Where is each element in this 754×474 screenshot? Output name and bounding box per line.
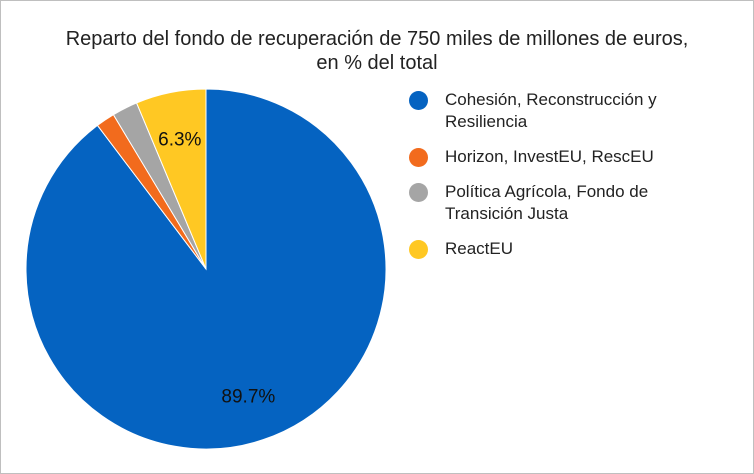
legend-label-3-line-0: ReactEU <box>445 239 514 258</box>
chart-legend: Cohesión, Reconstrucción y Resiliencia Hor… <box>409 89 739 273</box>
chart-title: Reparto del fondo de recuperación de 750… <box>65 28 689 50</box>
legend-item-0: Cohesión, Reconstrucción y Resiliencia <box>409 89 739 133</box>
chart-subtitle: en % del total <box>316 52 438 74</box>
legend-item-1: Horizon, InvestEU, RescEU <box>409 146 739 168</box>
legend-label-0-line-0: Cohesión, Reconstrucción y <box>445 90 657 109</box>
chart-title-block: Reparto del fondo de recuperación de 750… <box>1 27 753 75</box>
legend-label-0-line-1: Resiliencia <box>445 112 528 131</box>
pie-data-label-0: 89.7% <box>221 386 275 407</box>
legend-label-2-line-0: Política Agrícola, Fondo de <box>445 182 649 201</box>
legend-item-3: ReactEU <box>409 238 739 260</box>
legend-item-2: Política Agrícola, Fondo de Transición Ju… <box>409 181 739 225</box>
legend-label-2-line-1: Transición Justa <box>445 204 569 223</box>
legend-swatch-1 <box>409 148 428 167</box>
legend-swatch-0 <box>409 91 428 110</box>
legend-label-1-line-0: Horizon, InvestEU, RescEU <box>445 147 654 166</box>
legend-swatch-3 <box>409 240 428 259</box>
pie-data-label-3: 6.3% <box>158 129 201 150</box>
pie-slice-3 <box>135 88 207 270</box>
legend-swatch-2 <box>409 183 428 202</box>
